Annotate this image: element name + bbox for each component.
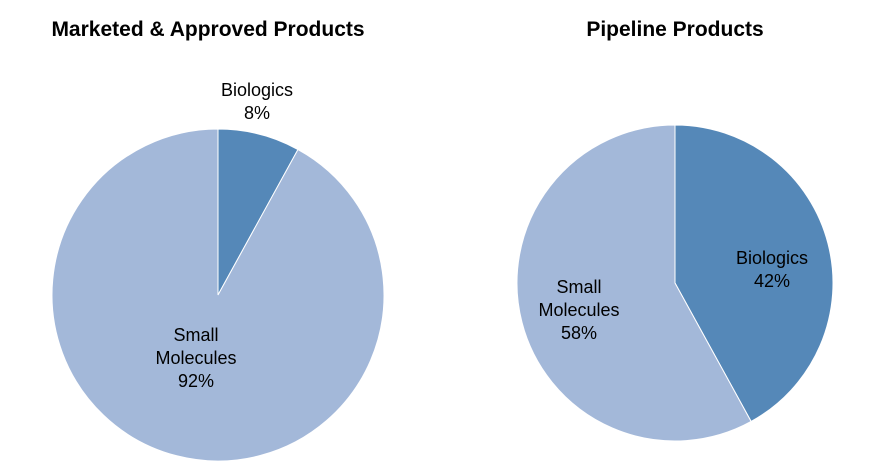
- slice-label-biologics: Biologics 42%: [736, 247, 808, 293]
- slice-label-name-line2: Molecules: [538, 300, 620, 320]
- pie-slice-small-molecules: [516, 124, 752, 442]
- slice-label-percent: 58%: [560, 323, 598, 343]
- slice-label-percent: 8%: [243, 103, 271, 123]
- slice-label-biologics: Biologics 8%: [221, 79, 293, 125]
- slice-label-percent: 42%: [753, 271, 791, 291]
- slice-label-name-line1: Small: [556, 277, 602, 297]
- slice-label-small-molecules: Small Molecules 58%: [538, 276, 619, 345]
- pie-slice-biologics: [674, 124, 834, 423]
- pie-svg: [516, 124, 834, 442]
- slice-label-name-line2: Molecules: [155, 348, 237, 368]
- pie-svg: [51, 128, 385, 462]
- pie-slice-small-molecules: [51, 128, 385, 462]
- pie-chart-marketed: Marketed & Approved Products Biologics 8…: [0, 0, 440, 467]
- slice-label-small-molecules: Small Molecules 92%: [155, 324, 236, 393]
- pie-chart-pipeline: Pipeline Products Biologics 42% Small Mo…: [450, 0, 893, 467]
- slice-label-name: Biologics: [735, 248, 809, 268]
- slice-label-name: Biologics: [220, 80, 294, 100]
- slice-label-name-line1: Small: [173, 325, 219, 345]
- chart-title: Pipeline Products: [586, 18, 764, 41]
- slice-label-percent: 92%: [177, 371, 215, 391]
- chart-title: Marketed & Approved Products: [51, 18, 365, 41]
